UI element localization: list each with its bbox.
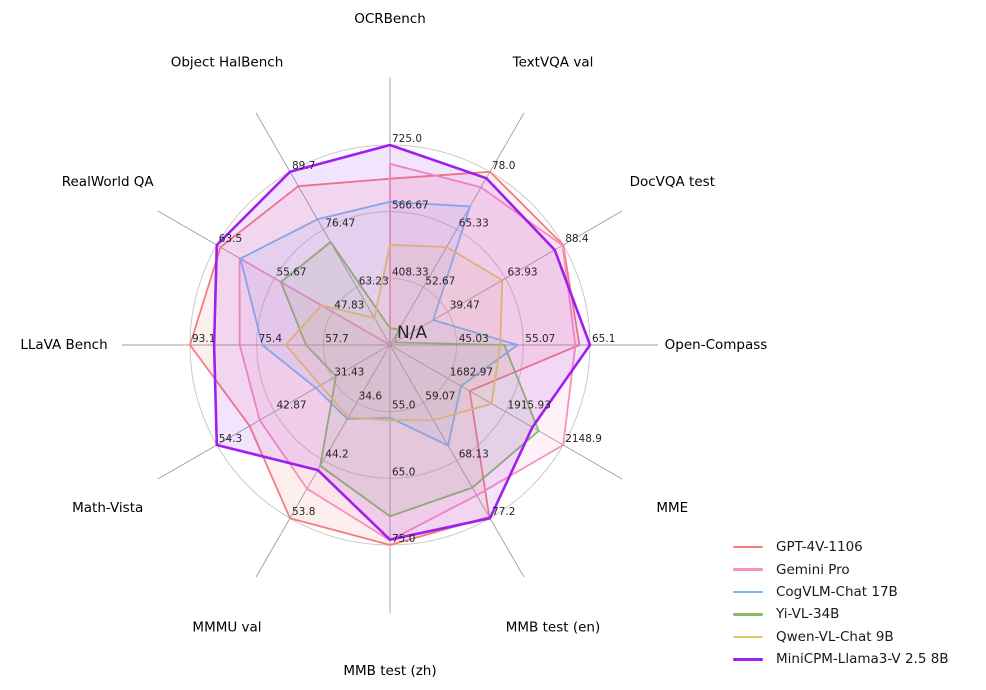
- tick-label-mmb-test-zh-1: 55.0: [392, 400, 415, 412]
- legend-label-gemini-pro: Gemini Pro: [776, 561, 850, 578]
- legend-label-cogvlm-chat-17b: CogVLM-Chat 17B: [776, 583, 898, 600]
- legend-label-minicpm-llama3-v-2-5-8b: MiniCPM-Llama3-V 2.5 8B: [776, 651, 949, 668]
- tick-label-realworld-qa-1: 47.83: [334, 300, 364, 312]
- tick-label-textvqa-val-2: 65.33: [459, 218, 489, 230]
- tick-label-mmb-test-en-2: 68.13: [459, 449, 489, 461]
- axis-spoke-mme: [389, 344, 623, 480]
- tick-label-llava-bench-3: 93.1: [192, 333, 215, 345]
- legend-item-gpt-4v-1106: GPT-4V-1106: [733, 536, 949, 558]
- tick-label-ocrbench-3: 725.0: [392, 133, 422, 145]
- axis-title-open-compass: Open-Compass: [665, 337, 768, 353]
- center-na-label: N/A: [397, 323, 427, 343]
- tick-label-mme-1: 1682.97: [450, 366, 493, 378]
- tick-label-docvqa-test-1: 39.47: [450, 300, 480, 312]
- legend-label-qwen-vl-chat-9b: Qwen-VL-Chat 9B: [776, 628, 894, 645]
- series-polygon-qwen-vl-chat-9b: [284, 243, 504, 422]
- tick-label-open-compass-3: 65.1: [592, 333, 615, 345]
- tick-label-mmb-test-zh-3: 75.0: [392, 533, 415, 545]
- tick-label-mme-3: 2148.9: [565, 433, 602, 445]
- legend-item-cogvlm-chat-17b: CogVLM-Chat 17B: [733, 581, 949, 603]
- legend-label-gpt-4v-1106: GPT-4V-1106: [776, 539, 863, 556]
- tick-label-math-vista-1: 31.43: [334, 366, 364, 378]
- legend-item-qwen-vl-chat-9b: Qwen-VL-Chat 9B: [733, 626, 949, 648]
- axis-spoke-textvqa-val: [389, 112, 525, 346]
- legend-item-yi-vl-34b: Yi-VL-34B: [733, 603, 949, 625]
- tick-label-llava-bench-1: 57.7: [325, 333, 348, 345]
- tick-label-docvqa-test-2: 63.93: [508, 266, 538, 278]
- legend-swatch-cogvlm-chat-17b: [733, 590, 763, 594]
- legend-swatch-yi-vl-34b: [733, 613, 763, 616]
- tick-label-realworld-qa-2: 55.67: [277, 266, 307, 278]
- legend-label-yi-vl-34b: Yi-VL-34B: [776, 606, 840, 623]
- tick-label-realworld-qa-3: 63.5: [219, 233, 242, 245]
- tick-label-llava-bench-2: 75.4: [259, 333, 283, 345]
- axis-title-llava-bench: LLaVA Bench: [20, 337, 107, 353]
- axis-title-mmb-test-zh: MMB test (zh): [343, 663, 436, 679]
- legend-swatch-gemini-pro: [733, 568, 763, 571]
- tick-label-mmb-test-en-1: 59.07: [425, 391, 455, 403]
- legend-swatch-gpt-4v-1106: [733, 546, 763, 549]
- legend-item-gemini-pro: Gemini Pro: [733, 558, 949, 580]
- tick-label-math-vista-3: 54.3: [219, 433, 242, 445]
- tick-label-textvqa-val-1: 52.67: [425, 275, 455, 287]
- axis-title-ocrbench: OCRBench: [354, 11, 426, 27]
- axis-spoke-mmmu-val: [255, 344, 391, 578]
- tick-label-mmmu-val-1: 34.6: [359, 391, 383, 403]
- axis-title-textvqa-val: TextVQA val: [512, 55, 594, 71]
- axis-spoke-mmb-test-en: [389, 344, 525, 578]
- tick-label-math-vista-2: 42.87: [277, 400, 307, 412]
- series-polygon-cogvlm-chat-17b: [239, 200, 519, 447]
- tick-label-open-compass-1: 45.03: [459, 333, 489, 345]
- tick-label-ocrbench-1: 408.33: [392, 266, 429, 278]
- axis-spoke-docvqa-test: [389, 210, 623, 346]
- axis-title-realworld-qa: RealWorld QA: [62, 174, 155, 190]
- axis-title-mmb-test-en: MMB test (en): [506, 619, 600, 635]
- tick-label-textvqa-val-3: 78.0: [492, 160, 515, 172]
- legend-swatch-qwen-vl-chat-9b: [733, 635, 763, 638]
- series-polygon-minicpm-llama3-v-2-5-8b: [212, 143, 592, 542]
- axis-title-mmmu-val: MMMU val: [192, 619, 261, 635]
- axis-title-docvqa-test: DocVQA test: [630, 174, 715, 190]
- axis-spoke-math-vista: [157, 344, 391, 480]
- axis-title-object-halbench: Object HalBench: [171, 55, 284, 71]
- tick-label-ocrbench-2: 566.67: [392, 200, 429, 212]
- axis-spoke-object-halbench: [255, 112, 391, 346]
- legend: GPT-4V-1106 Gemini Pro CogVLM-Chat 17B Yi-V…: [733, 536, 949, 670]
- tick-label-object-halbench-1: 63.23: [359, 275, 389, 287]
- tick-label-mmb-test-en-3: 77.2: [492, 506, 515, 518]
- tick-label-open-compass-2: 55.07: [525, 333, 555, 345]
- tick-label-mmmu-val-3: 53.8: [292, 506, 315, 518]
- legend-item-minicpm-llama3-v-2-5-8b: MiniCPM-Llama3-V 2.5 8B: [733, 648, 949, 670]
- legend-swatch-minicpm-llama3-v-2-5-8b: [733, 657, 763, 661]
- tick-label-mmmu-val-2: 44.2: [325, 449, 348, 461]
- tick-label-docvqa-test-3: 88.4: [565, 233, 589, 245]
- axis-title-math-vista: Math-Vista: [72, 500, 143, 516]
- axis-title-mme: MME: [656, 500, 688, 516]
- tick-label-object-halbench-2: 76.47: [325, 218, 355, 230]
- tick-label-mme-2: 1915.93: [508, 400, 551, 412]
- tick-label-mmb-test-zh-2: 65.0: [392, 466, 415, 478]
- tick-label-object-halbench-3: 89.7: [292, 160, 315, 172]
